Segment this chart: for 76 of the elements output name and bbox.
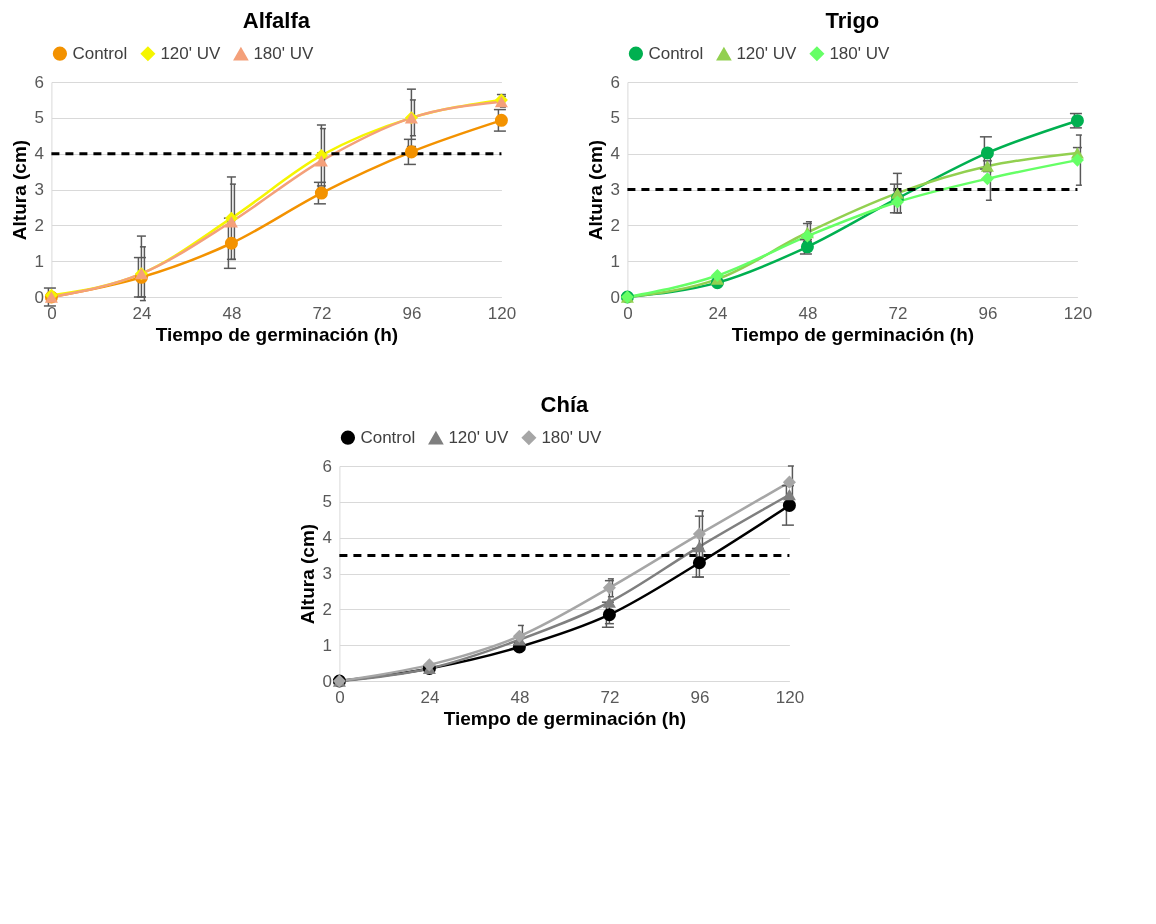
- x-tick-label: 48: [798, 303, 818, 323]
- x-tick-label: 24: [708, 303, 728, 323]
- point: [782, 475, 796, 489]
- legend-label: Control: [648, 43, 704, 63]
- y-tick-label: 1: [322, 635, 332, 655]
- x-axis-title: Tiempo de germinación (h): [155, 323, 399, 345]
- point: [692, 556, 706, 570]
- point: [692, 527, 706, 541]
- y-tick-label: 0: [34, 287, 44, 307]
- y-tick-label: 3: [610, 180, 620, 199]
- legend-label: 180' UV: [253, 44, 315, 64]
- legend-label: 120' UV: [160, 43, 222, 63]
- chart-title: Trigo: [825, 8, 880, 33]
- x-tick-label: 48: [222, 303, 242, 323]
- y-tick-label: 3: [322, 564, 332, 583]
- chart-title: Alfalfa: [242, 8, 311, 33]
- x-tick-label: 96: [978, 303, 998, 323]
- point: [224, 236, 238, 250]
- chart-title: Chía: [540, 392, 589, 417]
- y-axis-title: Altura (cm): [9, 139, 31, 241]
- x-tick-label: 72: [600, 687, 620, 707]
- x-tick-label: 0: [335, 687, 345, 707]
- legend-label: 120' UV: [448, 428, 510, 448]
- y-tick-label: 0: [610, 287, 620, 307]
- point: [512, 629, 526, 643]
- y-axis-title: Altura (cm): [585, 139, 607, 241]
- legend-label: 180' UV: [829, 43, 891, 63]
- point: [494, 113, 508, 127]
- point: [782, 498, 796, 512]
- x-tick-label: 72: [888, 303, 908, 323]
- point: [710, 268, 724, 283]
- point: [602, 596, 616, 608]
- legend-label: Control: [72, 43, 128, 63]
- x-tick-label: 96: [402, 303, 422, 323]
- x-tick-label: 24: [420, 687, 440, 707]
- point: [890, 195, 904, 209]
- y-tick-label: 6: [34, 72, 44, 92]
- legend-label: 180' UV: [541, 427, 603, 447]
- x-tick-label: 0: [47, 303, 57, 323]
- x-tick-label: 120: [775, 687, 805, 707]
- y-axis-title: Altura (cm): [297, 523, 319, 625]
- x-tick-label: 72: [312, 303, 332, 323]
- y-tick-label: 1: [610, 251, 620, 271]
- point: [314, 186, 328, 200]
- legend-label: 120' UV: [736, 44, 798, 64]
- x-tick-label: 48: [510, 687, 530, 707]
- point: [224, 216, 238, 228]
- x-tick-label: 120: [1063, 303, 1093, 323]
- point: [782, 489, 796, 501]
- y-tick-label: 1: [34, 251, 44, 271]
- y-tick-label: 2: [34, 215, 44, 235]
- point: [602, 608, 616, 622]
- point: [1070, 153, 1084, 167]
- x-tick-label: 120: [487, 303, 517, 323]
- y-tick-label: 6: [610, 72, 620, 92]
- point: [314, 155, 328, 167]
- x-axis-title: Tiempo de germinación (h): [443, 707, 687, 729]
- legend-label: Control: [360, 427, 416, 447]
- y-tick-label: 4: [610, 144, 620, 164]
- point: [692, 540, 706, 553]
- y-tick-label: 3: [34, 180, 44, 199]
- x-tick-label: 24: [132, 303, 152, 323]
- point: [404, 145, 418, 159]
- x-axis-title: Tiempo de germinación (h): [731, 323, 975, 345]
- y-tick-label: 6: [322, 456, 332, 476]
- y-tick-label: 5: [322, 492, 332, 512]
- y-tick-label: 2: [322, 599, 332, 619]
- y-tick-label: 4: [34, 144, 44, 164]
- y-tick-label: 4: [322, 528, 332, 548]
- y-tick-label: 2: [610, 215, 620, 235]
- y-tick-label: 5: [34, 108, 44, 128]
- y-tick-label: 0: [322, 671, 332, 691]
- x-tick-label: 96: [690, 687, 710, 707]
- point: [980, 146, 994, 160]
- y-tick-label: 5: [610, 108, 620, 128]
- x-tick-label: 0: [623, 303, 633, 323]
